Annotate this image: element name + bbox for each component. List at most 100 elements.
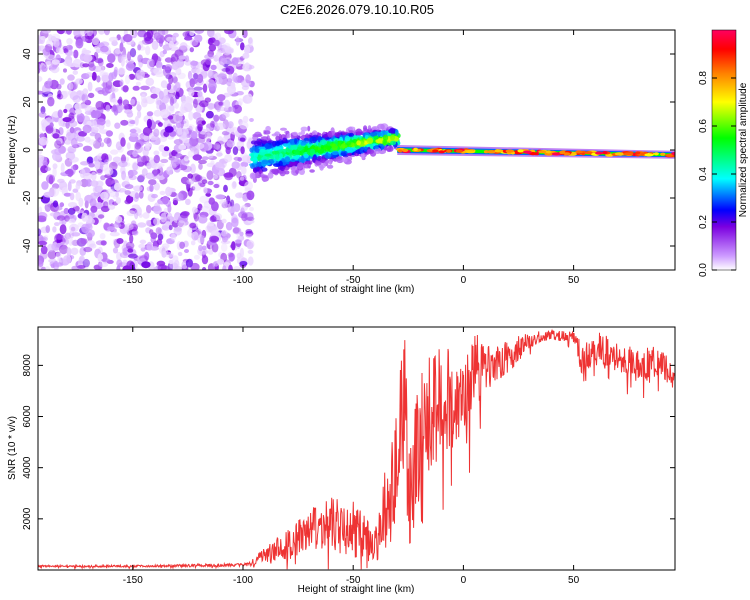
spectrogram-band-blob (282, 137, 287, 142)
spectrogram-noise-blob (231, 57, 239, 66)
spectrogram-noise-blob (92, 120, 98, 128)
spectrogram-noise-blob (107, 53, 116, 64)
spectrogram-noise-blob (136, 139, 145, 147)
spectrogram-noise-blob (233, 203, 241, 213)
spectrogram-noise-blob (241, 204, 248, 211)
spectrogram-noise-blob (95, 202, 103, 210)
carrier-peak (601, 151, 608, 155)
spectrogram-band-blob (304, 145, 308, 151)
spectrogram-band-blob (324, 153, 332, 159)
spectrogram-noise-blob (72, 95, 81, 103)
spectrogram-noise-blob (109, 231, 120, 237)
spectrogram-noise-blob (153, 217, 161, 226)
spectrogram-noise-blob (232, 227, 240, 234)
spectrogram-band-blob (273, 147, 278, 151)
spectrogram-noise-blob (95, 161, 100, 170)
spectrogram-noise-blob (137, 174, 146, 181)
spectrogram-noise-blob (105, 104, 111, 112)
spectrogram-noise-blob (88, 162, 95, 168)
spectrogram-noise-blob (228, 252, 235, 262)
spectrogram-noise-blob (56, 137, 63, 145)
spectrogram-noise-blob (174, 102, 180, 109)
spectrogram-noise-blob (59, 244, 69, 255)
spectrogram-noise-blob (197, 73, 204, 84)
spectrogram-noise-blob (124, 199, 132, 205)
spectrogram-noise-blob (153, 150, 160, 156)
spectrogram-band-blob (389, 127, 395, 135)
spectrogram-noise-blob (173, 226, 182, 236)
spectrogram-noise-blob (193, 254, 200, 260)
spectrogram-noise-blob (112, 156, 122, 163)
spectrogram-noise-blob (226, 140, 235, 148)
spectrogram-noise-blob (124, 184, 134, 190)
spectrogram-noise-blob (96, 75, 101, 83)
spectrogram-noise-blob (177, 251, 183, 257)
snr-x-axis: -150 -100 -50 0 50 (123, 327, 580, 586)
spectrogram-band-blob (390, 134, 395, 141)
spectrogram-noise-blob (216, 107, 221, 112)
spectrogram-noise-blob (82, 88, 89, 95)
spectrogram-noise-blob (145, 45, 151, 56)
spectrogram-noise-blob (127, 169, 138, 176)
spectrogram-noise-blob (141, 168, 148, 176)
spectrogram-noise-blob (193, 73, 199, 80)
spectrogram-noise-blob (146, 111, 154, 117)
carrier-peak (575, 150, 583, 154)
spectrogram-noise-blob (43, 191, 53, 198)
spectrogram-band-blob (329, 143, 337, 147)
spectrogram-band-blob (284, 156, 291, 163)
spectrogram-noise-blob (38, 215, 47, 222)
spectrogram-noise-blob (142, 147, 149, 157)
colorbar-gradient (711, 29, 737, 271)
spectrogram-noise-blob (223, 172, 234, 178)
spectrogram-noise-blob (243, 154, 253, 163)
spectrogram-noise-blob (82, 49, 92, 55)
spectrogram-band-blob (394, 129, 399, 136)
spectrogram-band-blob (257, 162, 262, 168)
spectrogram-noise-blob (66, 247, 72, 257)
spectrogram-band-blob (315, 146, 319, 151)
spectrogram-noise-blob (192, 154, 202, 161)
spectrogram-noise-blob (100, 45, 109, 53)
spectrogram-band-blob (337, 141, 341, 147)
spectrogram-band-blob (260, 136, 269, 141)
spectrogram-y-axis: -40 -20 0 20 40 (22, 48, 675, 253)
spectrogram-noise-blob (75, 183, 81, 190)
spectrogram-noise-blob (183, 155, 190, 162)
spectrogram-noise-blob (165, 221, 171, 227)
spectrogram-noise-blob (197, 61, 202, 69)
spectrogram-noise-blob (161, 195, 169, 205)
spectrogram-noise-blob (67, 120, 78, 128)
spectrogram-noise-blob (188, 89, 195, 97)
carrier-peak (614, 152, 624, 156)
spectrogram-noise-blob (125, 62, 135, 71)
spectrogram-band-blob (371, 126, 380, 131)
spectrogram-noise-blob (80, 161, 90, 166)
carrier-peak (584, 151, 593, 155)
spectrogram-noise-blob (244, 202, 251, 208)
spectrogram-noise-blob (58, 145, 66, 154)
spectrogram-band-blob (340, 152, 347, 157)
spectrogram-noise-blob (76, 136, 85, 142)
spectrogram-noise-blob (58, 116, 64, 127)
spectrogram-panel: -150 -100 -50 0 50 -40 -20 0 20 40 Height of str… (7, 29, 676, 295)
spectrogram-noise-blob (225, 65, 235, 75)
spectrogram-noise-blob (159, 136, 168, 143)
spectrogram-noise-blob (205, 192, 211, 197)
spectrogram-band-blob (356, 140, 361, 146)
spectrogram-noise-blob (57, 90, 62, 98)
spectrogram-noise-blob (91, 71, 97, 81)
spectrogram-noise-blob (85, 72, 93, 78)
spectrogram-noise-blob (213, 114, 220, 122)
spectrogram-noise-blob (241, 213, 248, 222)
spectrogram-band-blob (260, 167, 268, 172)
spectrogram-noise-blob (52, 133, 60, 139)
spectrogram-noise-blob (73, 49, 79, 59)
spectrogram-noise-blob (190, 146, 200, 154)
spectrogram-band-blob (254, 131, 262, 138)
spectrogram-noise-blob (71, 265, 80, 270)
spectrogram-noise-blob (186, 133, 191, 139)
spectrogram-noise-blob (204, 132, 212, 142)
spectrogram-noise-blob (208, 43, 217, 52)
spectrogram-noise-blob (134, 192, 140, 199)
